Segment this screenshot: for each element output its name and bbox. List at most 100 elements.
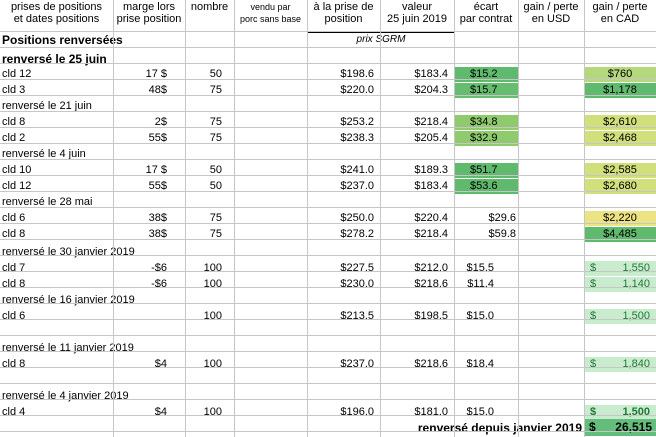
- current-value[interactable]: $212.0: [414, 262, 448, 274]
- current-value[interactable]: $220.4: [414, 212, 448, 224]
- contract-name[interactable]: cld 8: [2, 228, 26, 240]
- margin-value[interactable]: $4: [154, 358, 167, 370]
- entry-price-value[interactable]: $238.3: [340, 132, 374, 144]
- contract-name[interactable]: cld 8: [2, 278, 26, 290]
- margin-value[interactable]: 17 $: [145, 68, 167, 80]
- margin-value[interactable]: [113, 309, 169, 324]
- spread-per-contract[interactable]: $32.9: [454, 131, 518, 146]
- entry-price-value[interactable]: $196.0: [340, 406, 374, 418]
- margin-value[interactable]: 17 $: [145, 164, 167, 176]
- spread-per-contract[interactable]: $15.2: [454, 67, 518, 82]
- total-label[interactable]: renversé depuis janvier 2019: [417, 421, 582, 435]
- entry-price-value[interactable]: $237.0: [340, 180, 374, 192]
- gain-cad-value[interactable]: $2,680: [584, 179, 656, 194]
- spread-per-contract[interactable]: $18.4: [466, 358, 494, 370]
- current-value[interactable]: $189.3: [414, 164, 448, 176]
- gain-cad-cell[interactable]: $1,500: [584, 405, 656, 420]
- header-prise-de-position[interactable]: à la prise de position: [307, 1, 380, 29]
- group-label[interactable]: renversé le 11 janvier 2019: [2, 342, 134, 354]
- header-prises-de-positions[interactable]: prises de positions et dates positions: [0, 1, 113, 29]
- quantity-value[interactable]: 75: [209, 132, 222, 144]
- spread-per-contract[interactable]: $15.0: [466, 406, 494, 418]
- spread-per-contract[interactable]: $51.7: [454, 163, 518, 178]
- quantity-value[interactable]: 100: [203, 278, 222, 290]
- entry-price-value[interactable]: $198.6: [340, 68, 374, 80]
- quantity-value[interactable]: 50: [209, 164, 222, 176]
- group-label[interactable]: renversé le 21 juin: [2, 100, 92, 112]
- entry-price-value[interactable]: $241.0: [340, 164, 374, 176]
- gain-cad-cell[interactable]: $1,140: [584, 277, 656, 292]
- spread-per-contract[interactable]: $15.5: [466, 262, 494, 274]
- quantity-value[interactable]: 100: [203, 358, 222, 370]
- contract-name[interactable]: cld 4: [2, 406, 26, 418]
- gain-cad-value[interactable]: $2,220: [584, 211, 656, 226]
- header-ecart[interactable]: écart par contrat: [454, 1, 518, 29]
- contract-name[interactable]: cld 7: [2, 262, 26, 274]
- current-value[interactable]: $183.4: [414, 180, 448, 192]
- contract-name[interactable]: cld 12: [2, 180, 32, 192]
- margin-value[interactable]: -$6: [151, 278, 167, 290]
- margin-value[interactable]: $4: [154, 406, 167, 418]
- contract-name[interactable]: cld 10: [2, 164, 32, 176]
- quantity-value[interactable]: 75: [209, 116, 222, 128]
- contract-name[interactable]: cld 8: [2, 116, 26, 128]
- current-value[interactable]: $181.0: [414, 406, 448, 418]
- current-value[interactable]: $218.4: [414, 116, 448, 128]
- quantity-value[interactable]: 75: [209, 212, 222, 224]
- gain-cad-value[interactable]: $1,178: [584, 83, 656, 98]
- current-value[interactable]: $218.4: [414, 228, 448, 240]
- contract-name[interactable]: cld 2: [2, 132, 26, 144]
- margin-value[interactable]: 55$: [148, 180, 167, 192]
- spread-per-contract[interactable]: $11.4: [467, 278, 494, 290]
- current-value[interactable]: $183.4: [414, 68, 448, 80]
- group-label[interactable]: renversé le 4 janvier 2019: [2, 390, 129, 402]
- entry-price-value[interactable]: $230.0: [340, 278, 374, 290]
- gain-cad-value[interactable]: $4,485: [584, 227, 656, 242]
- header-nombre[interactable]: nombre: [185, 1, 234, 29]
- header-valeur[interactable]: valeur 25 juin 2019: [380, 1, 454, 29]
- current-value[interactable]: $218.6: [414, 278, 448, 290]
- gain-cad-cell[interactable]: $1,500: [584, 309, 656, 324]
- entry-price-value[interactable]: $250.0: [340, 212, 374, 224]
- entry-price-value[interactable]: $213.5: [340, 310, 374, 322]
- header-marge[interactable]: marge lors prise position: [113, 1, 185, 29]
- gain-cad-value[interactable]: $2,585: [584, 163, 656, 178]
- entry-price-value[interactable]: $227.5: [340, 262, 374, 274]
- spread-per-contract[interactable]: $15.0: [466, 310, 494, 322]
- spread-per-contract[interactable]: $34.8: [454, 115, 518, 130]
- contract-name[interactable]: cld 12: [2, 68, 32, 80]
- group-label[interactable]: renversé le 28 mai: [2, 196, 93, 208]
- quantity-value[interactable]: 50: [209, 68, 222, 80]
- margin-value[interactable]: 38$: [148, 212, 167, 224]
- current-value[interactable]: $198.5: [414, 310, 448, 322]
- quantity-value[interactable]: 50: [209, 180, 222, 192]
- contract-name[interactable]: cld 3: [2, 84, 26, 96]
- contract-name[interactable]: cld 8: [2, 358, 26, 370]
- contract-name[interactable]: cld 6: [2, 212, 26, 224]
- quantity-value[interactable]: 75: [209, 84, 222, 96]
- margin-value[interactable]: 55$: [148, 132, 167, 144]
- gain-cad-value[interactable]: $760: [584, 67, 656, 82]
- group-label[interactable]: renversé le 16 janvier 2019: [2, 294, 135, 306]
- quantity-value[interactable]: 100: [203, 262, 222, 274]
- spread-per-contract[interactable]: $53.6: [454, 179, 518, 194]
- header-gain-cad[interactable]: gain / perte en CAD: [584, 1, 656, 29]
- margin-value[interactable]: 48$: [148, 84, 167, 96]
- prix-sgrm-label[interactable]: prix SGRM: [307, 32, 455, 48]
- header-vendu-par[interactable]: vendu par porc sans base: [234, 1, 307, 29]
- entry-price-value[interactable]: $278.2: [340, 228, 374, 240]
- entry-price-value[interactable]: $237.0: [340, 358, 374, 370]
- current-value[interactable]: $205.4: [414, 132, 448, 144]
- gain-cad-cell[interactable]: $1,840: [584, 357, 656, 372]
- quantity-value[interactable]: 100: [203, 406, 222, 418]
- gain-cad-cell[interactable]: $1,550: [584, 261, 656, 276]
- spread-per-contract[interactable]: $29.6: [488, 212, 516, 224]
- quantity-value[interactable]: 100: [203, 310, 222, 322]
- contract-name[interactable]: cld 6: [2, 310, 26, 322]
- quantity-value[interactable]: 75: [209, 228, 222, 240]
- gain-cad-value[interactable]: $2,468: [584, 131, 656, 146]
- section-title[interactable]: Positions renversées: [2, 33, 123, 47]
- spread-per-contract[interactable]: $59.8: [488, 228, 516, 240]
- subtitle-renverse-25-juin[interactable]: renversé le 25 juin: [2, 52, 107, 66]
- total-value-cell[interactable]: $ 26,515: [584, 419, 656, 436]
